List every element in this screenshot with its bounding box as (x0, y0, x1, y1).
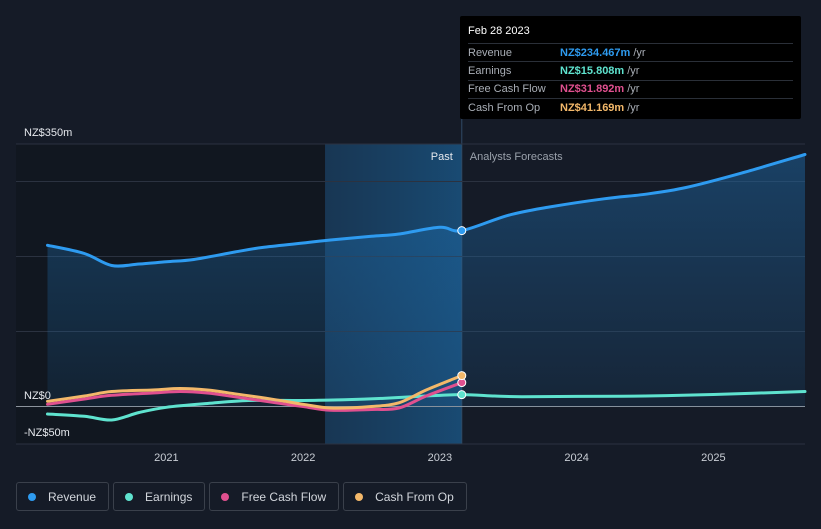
tooltip-label: Free Cash Flow (468, 83, 546, 96)
tooltip-unit: /yr (633, 46, 646, 59)
data-tooltip: Feb 28 2023 Revenue NZ$234.467m /yr Earn… (460, 16, 801, 119)
legend-dot-icon (221, 492, 230, 501)
revenue-area (47, 154, 805, 407)
x-tick-label: 2025 (701, 452, 725, 464)
legend-item-free-cash-flow[interactable]: Free Cash Flow (209, 482, 340, 511)
tooltip-value: NZ$15.808m (560, 64, 625, 77)
tooltip-label: Earnings (468, 64, 512, 77)
legend-label: Revenue (48, 489, 97, 504)
x-tick-label: 2021 (154, 452, 178, 464)
tooltip-row-revenue: Revenue NZ$234.467m /yr (468, 43, 793, 61)
legend-dot-icon (355, 492, 364, 501)
cash-from-op-line (46, 374, 464, 410)
revenue-line (46, 153, 807, 268)
cash-from-op-marker (457, 371, 467, 381)
legend-dot-icon (125, 492, 134, 501)
tooltip-row-free-cash-flow: Free Cash Flow NZ$31.892m /yr (468, 79, 793, 98)
tooltip-unit: /yr (627, 64, 640, 77)
tooltip-value: NZ$41.169m (560, 101, 625, 114)
revenue-marker (457, 226, 467, 236)
x-tick-label: 2022 (291, 452, 315, 464)
tooltip-unit: /yr (627, 101, 640, 114)
y-tick-label: -NZ$50m (24, 427, 70, 439)
y-tick-label: NZ$0 (24, 390, 51, 402)
legend-label: Free Cash Flow (241, 489, 327, 504)
tooltip-value: NZ$234.467m (560, 46, 631, 59)
tooltip-date: Feb 28 2023 (468, 25, 530, 37)
legend-item-earnings[interactable]: Earnings (113, 482, 206, 511)
forecast-label: Analysts Forecasts (470, 151, 563, 163)
tooltip-label: Cash From Op (468, 101, 541, 114)
tooltip-label: Revenue (468, 46, 513, 59)
tooltip-value: NZ$31.892m (560, 83, 625, 96)
tooltip-row-earnings: Earnings NZ$15.808m /yr (468, 61, 793, 79)
tooltip-unit: /yr (627, 83, 640, 96)
earnings-line (46, 390, 807, 422)
tooltip-row-cash-from-op: Cash From Op NZ$41.169m /yr (468, 97, 793, 116)
legend-label: Cash From Op (375, 489, 454, 504)
legend-item-revenue[interactable]: Revenue (16, 482, 110, 511)
free-cash-flow-line (46, 381, 464, 412)
legend-label: Earnings (145, 489, 193, 504)
x-tick-label: 2024 (564, 452, 588, 464)
past-label: Past (431, 151, 453, 163)
x-tick-label: 2023 (428, 452, 452, 464)
legend-item-cash-from-op[interactable]: Cash From Op (343, 482, 467, 511)
chart-legend: Revenue Earnings Free Cash Flow Cash Fro… (16, 482, 467, 512)
legend-dot-icon (28, 492, 36, 501)
earnings-marker (457, 390, 467, 400)
y-tick-label: NZ$350m (24, 127, 72, 139)
